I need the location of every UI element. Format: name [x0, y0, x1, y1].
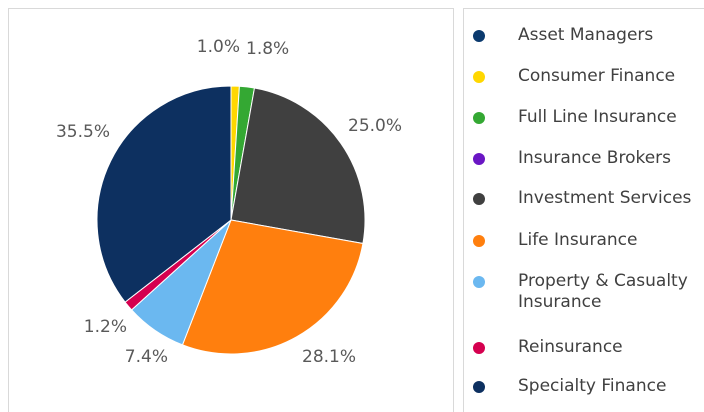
pie-panel — [8, 8, 454, 412]
pie-slice — [181, 219, 364, 355]
legend-item: Asset Managers — [464, 25, 704, 46]
legend-item: Property & Casualty Insurance — [464, 271, 704, 313]
legend-marker — [473, 112, 485, 124]
legend-marker — [473, 193, 485, 205]
legend-item: Full Line Insurance — [464, 107, 704, 128]
legend-label: Investment Services — [518, 188, 692, 208]
legend-marker — [473, 276, 485, 288]
legend-label: Life Insurance — [518, 230, 638, 250]
data-label: 1.2% — [84, 317, 127, 337]
data-label: 35.5% — [56, 122, 110, 142]
legend-item: Insurance Brokers — [464, 148, 704, 169]
legend-marker — [473, 153, 485, 165]
legend-item: Reinsurance — [464, 337, 704, 358]
legend-item: Investment Services — [464, 188, 704, 209]
legend-label: Property & Casualty Insurance — [518, 271, 688, 312]
legend-marker — [473, 235, 485, 247]
legend-marker — [473, 381, 485, 393]
legend-label: Full Line Insurance — [518, 107, 677, 127]
data-label: 28.1% — [302, 347, 356, 367]
legend-label: Insurance Brokers — [518, 148, 672, 168]
legend-marker — [473, 342, 485, 354]
legend-label: Asset Managers — [518, 25, 654, 45]
legend-label: Specialty Finance — [518, 376, 667, 396]
pie-slice — [230, 87, 366, 245]
legend-label: Reinsurance — [518, 337, 623, 357]
legend-marker — [473, 71, 485, 83]
data-label: 7.4% — [125, 347, 168, 367]
legend-item: Specialty Finance — [464, 376, 704, 397]
data-label: 25.0% — [348, 116, 402, 136]
legend-marker — [473, 30, 485, 42]
data-label: 1.8% — [246, 39, 289, 59]
legend-label: Consumer Finance — [518, 66, 676, 86]
data-label: 1.0% — [197, 37, 240, 57]
legend: Asset Managers Consumer Finance Full Line … — [463, 8, 704, 412]
legend-item: Consumer Finance — [464, 66, 704, 87]
legend-item: Life Insurance — [464, 230, 704, 251]
pie-slice — [96, 85, 232, 303]
